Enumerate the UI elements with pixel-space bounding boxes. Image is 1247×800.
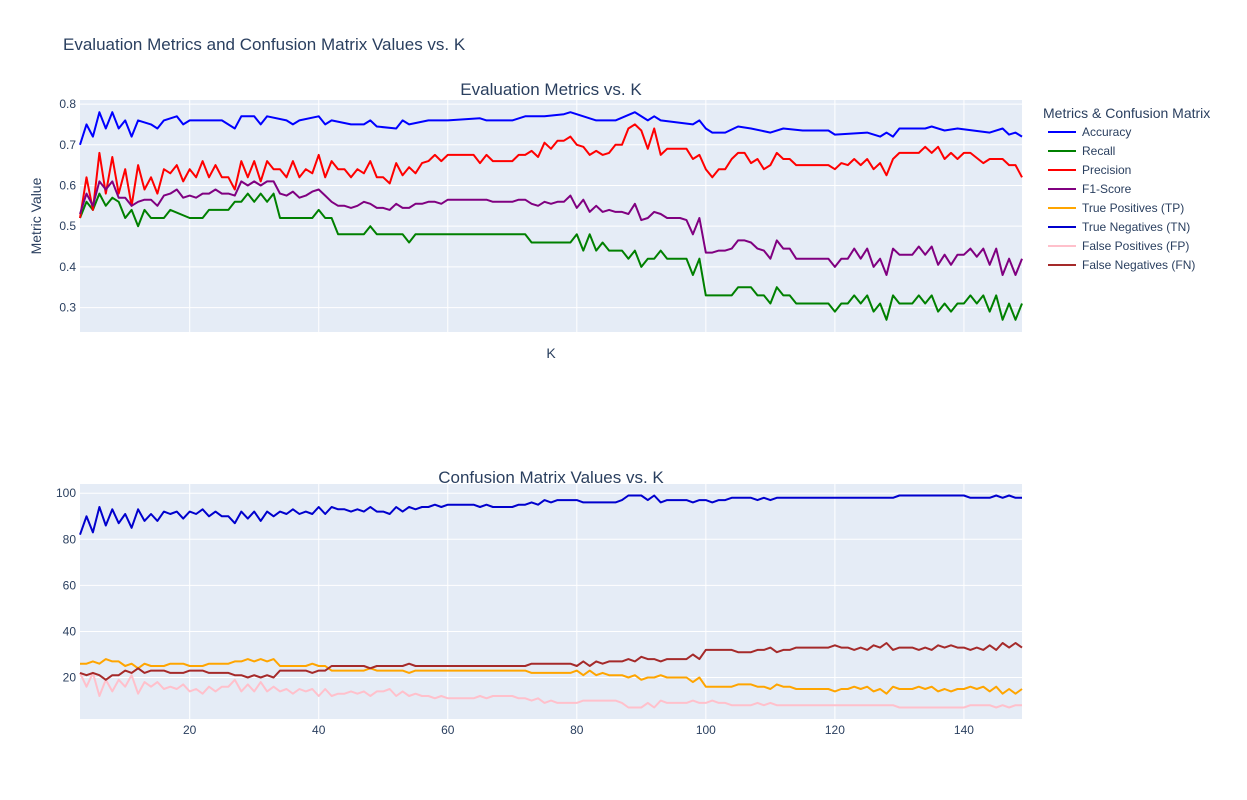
x-tick-label: 40 bbox=[312, 723, 326, 737]
legend-label: Recall bbox=[1082, 144, 1115, 158]
y-tick-label: 0.8 bbox=[59, 97, 76, 111]
x-tick-label: 140 bbox=[954, 723, 974, 737]
metrics-x-axis-label: K bbox=[546, 345, 556, 361]
y-tick-label: 0.5 bbox=[59, 219, 76, 233]
legend-label: True Negatives (TN) bbox=[1082, 220, 1190, 234]
y-tick-label: 0.3 bbox=[59, 301, 76, 315]
legend-item-true-positives-tp[interactable]: True Positives (TP) bbox=[1048, 201, 1184, 215]
x-tick-label: 20 bbox=[183, 723, 197, 737]
legend-label: True Positives (TP) bbox=[1082, 201, 1184, 215]
y-tick-label: 0.4 bbox=[59, 260, 76, 274]
series-line-precision bbox=[79, 123, 1023, 219]
series-line-recall bbox=[79, 192, 1023, 321]
x-tick-label: 120 bbox=[825, 723, 845, 737]
metrics-y-axis-label: Metric Value bbox=[28, 177, 44, 254]
confusion-chart: 20 40 60 80 100 20 40 60 80 100 120 140 Confusion … bbox=[56, 468, 1023, 737]
metrics-chart-title: Evaluation Metrics vs. K bbox=[460, 80, 642, 99]
y-tick-label: 60 bbox=[63, 578, 77, 592]
metrics-plot-area bbox=[80, 100, 1022, 332]
legend-item-precision[interactable]: Precision bbox=[1048, 163, 1131, 177]
x-tick-label: 100 bbox=[696, 723, 716, 737]
series-line-true-negatives-tn bbox=[79, 494, 1022, 536]
figure-title: Evaluation Metrics and Confusion Matrix … bbox=[63, 35, 466, 54]
x-tick-label: 80 bbox=[570, 723, 584, 737]
metrics-chart: 0.3 0.4 0.5 0.6 0.7 0.8 Evaluation Metrics vs… bbox=[28, 80, 1023, 361]
y-tick-label: 40 bbox=[63, 624, 77, 638]
y-tick-label: 80 bbox=[63, 532, 77, 546]
legend-label: F1-Score bbox=[1082, 182, 1132, 196]
y-tick-label: 0.7 bbox=[59, 138, 76, 152]
legend-item-recall[interactable]: Recall bbox=[1048, 144, 1115, 158]
y-tick-label: 0.6 bbox=[59, 178, 76, 192]
confusion-chart-title: Confusion Matrix Values vs. K bbox=[438, 468, 664, 487]
legend-label: Precision bbox=[1082, 163, 1131, 177]
legend-item-accuracy[interactable]: Accuracy bbox=[1048, 125, 1131, 139]
legend-title: Metrics & Confusion Matrix bbox=[1043, 105, 1210, 121]
legend-label: Accuracy bbox=[1082, 125, 1131, 139]
y-tick-label: 100 bbox=[56, 486, 76, 500]
legend[interactable]: Metrics & Confusion Matrix Accuracy Recal… bbox=[1043, 105, 1210, 272]
series-line-true-positives-tp bbox=[80, 658, 1023, 695]
y-tick-label: 20 bbox=[63, 671, 77, 685]
legend-item-f1-score[interactable]: F1-Score bbox=[1048, 182, 1132, 196]
confusion-plot-area bbox=[80, 484, 1022, 719]
series-line-accuracy bbox=[79, 111, 1023, 146]
legend-label: False Positives (FP) bbox=[1082, 239, 1189, 253]
legend-item-false-negatives-fn[interactable]: False Negatives (FN) bbox=[1048, 258, 1195, 272]
legend-item-true-negatives-tn[interactable]: True Negatives (TN) bbox=[1048, 220, 1190, 234]
legend-label: False Negatives (FN) bbox=[1082, 258, 1195, 272]
series-line-false-positives-fp bbox=[79, 671, 1022, 709]
x-tick-label: 60 bbox=[441, 723, 455, 737]
series-line-false-negatives-fn bbox=[79, 642, 1023, 681]
legend-item-false-positives-fp[interactable]: False Positives (FP) bbox=[1048, 239, 1189, 253]
series-line-f1-score bbox=[79, 180, 1023, 276]
